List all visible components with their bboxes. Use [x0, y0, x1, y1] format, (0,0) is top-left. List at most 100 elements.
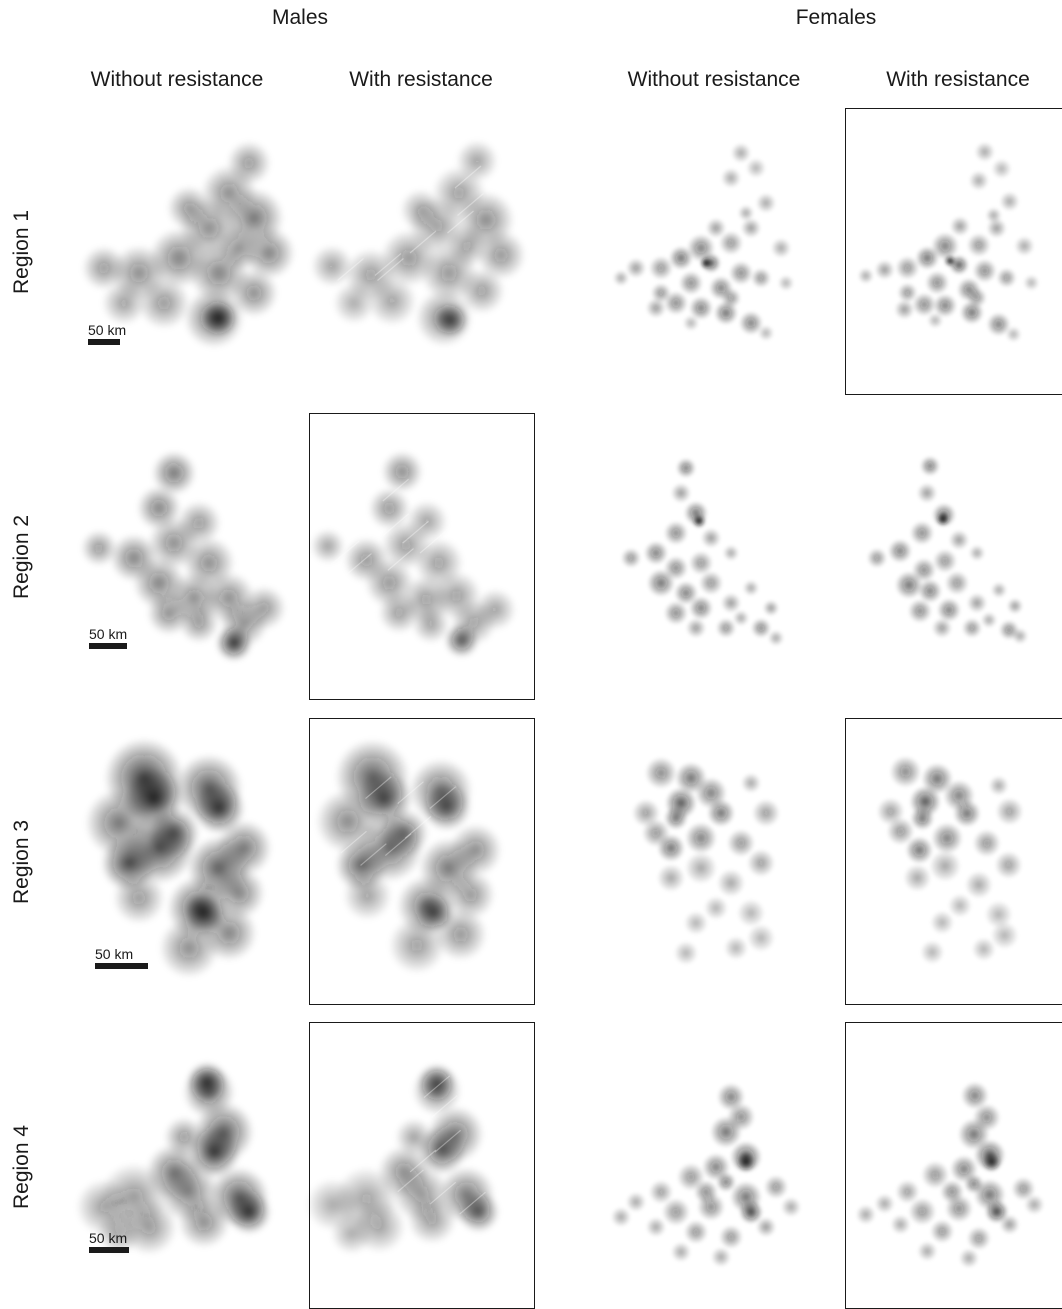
- density-blob: [700, 257, 712, 269]
- density-blob: [908, 599, 932, 623]
- density-blob: [741, 773, 761, 793]
- density-blob: [692, 514, 706, 528]
- density-blob: [996, 267, 1017, 288]
- map-panel-region3-males-with: [309, 718, 535, 1005]
- density-blob: [960, 1081, 989, 1110]
- density-blob: [723, 545, 739, 561]
- density-blob: [379, 808, 429, 858]
- density-blob: [644, 541, 668, 565]
- density-blob: [310, 529, 345, 564]
- map-panel-region2-males-with: [309, 413, 535, 700]
- density-blob: [716, 1172, 736, 1192]
- map-panel-region1-females-with: [845, 108, 1062, 395]
- density-blob: [739, 311, 763, 335]
- resistance-boundary: [345, 553, 372, 576]
- density-blob: [651, 283, 671, 303]
- density-blob: [999, 191, 1020, 212]
- density-blob: [751, 618, 771, 638]
- density-blob: [756, 1217, 776, 1237]
- density-blob: [981, 612, 997, 628]
- resistance-boundary: [454, 165, 482, 189]
- density-map-region3-females-with: [876, 755, 1024, 965]
- density-blob: [915, 246, 940, 270]
- density-blob: [434, 907, 488, 961]
- resistance-boundary: [459, 1191, 486, 1215]
- density-blob: [721, 288, 741, 308]
- resistance-boundary: [374, 253, 402, 276]
- resistance-boundary: [429, 1181, 457, 1205]
- density-blob: [719, 231, 743, 255]
- density-blob: [367, 276, 417, 326]
- density-blob: [315, 789, 380, 854]
- resistance-boundary: [434, 1129, 462, 1153]
- group-title-males: Males: [271, 6, 329, 29]
- density-blob: [731, 143, 751, 163]
- density-blob: [645, 757, 677, 789]
- density-blob: [966, 233, 991, 257]
- density-blob: [857, 267, 874, 284]
- resistance-boundary: [384, 833, 412, 857]
- density-blob: [747, 849, 775, 877]
- density-blob: [676, 458, 696, 478]
- density-map-region3-males-without: [85, 738, 272, 978]
- density-blob: [662, 1198, 690, 1226]
- density-blob: [474, 588, 517, 631]
- map-panel-region1-females-without: [601, 108, 827, 395]
- density-blob: [613, 270, 629, 286]
- density-blob: [778, 275, 794, 291]
- density-blob: [771, 238, 791, 258]
- resistance-boundary: [397, 1169, 424, 1193]
- density-blob: [751, 268, 771, 288]
- density-blob: [689, 296, 713, 320]
- density-blob: [874, 1193, 895, 1214]
- density-blob: [717, 869, 745, 897]
- map-panel-region1-males-with: [309, 108, 535, 395]
- density-blob: [895, 571, 923, 599]
- density-blob: [931, 822, 963, 855]
- density-blob: [964, 870, 993, 899]
- density-blob: [910, 521, 934, 545]
- density-blob: [476, 230, 526, 280]
- density-blob: [736, 1152, 756, 1172]
- map-panel-region4-females-with: [845, 1022, 1062, 1309]
- density-blob: [994, 851, 1023, 879]
- density-blob: [685, 852, 717, 884]
- density-blob: [925, 270, 950, 295]
- density-blob: [368, 487, 411, 530]
- density-blob: [972, 258, 997, 283]
- density-blob: [743, 580, 759, 596]
- density-blob: [733, 610, 749, 626]
- density-blob: [929, 850, 961, 882]
- density-blob: [217, 226, 261, 270]
- density-map-region4-males-with: [306, 1063, 500, 1255]
- resistance-boundary: [409, 1149, 437, 1173]
- density-map-region2-females-without: [621, 458, 784, 646]
- density-blob: [944, 254, 957, 267]
- density-map-region1-males-without: [82, 141, 295, 348]
- density-blob: [333, 282, 375, 324]
- density-blob: [381, 451, 423, 493]
- resistance-boundary: [404, 815, 432, 839]
- density-blob: [213, 867, 265, 919]
- map-panel-region3-females-with: [845, 718, 1062, 1005]
- density-blob: [311, 245, 353, 287]
- density-blob: [406, 500, 448, 543]
- density-blob: [903, 863, 932, 892]
- density-blob: [721, 593, 741, 613]
- density-blob: [988, 775, 1009, 796]
- density-blob: [679, 271, 703, 295]
- density-blob: [905, 836, 934, 864]
- density-blob: [995, 797, 1024, 826]
- density-blob: [971, 937, 996, 962]
- map-panel-region2-females-without: [601, 413, 827, 700]
- resistance-boundary: [382, 513, 410, 537]
- density-blob: [949, 530, 969, 550]
- resistance-boundary: [457, 193, 484, 216]
- scale-label-region-3: 50 km: [95, 946, 134, 962]
- density-blob: [874, 259, 895, 280]
- density-blob: [990, 921, 1019, 950]
- density-blob: [388, 917, 446, 974]
- density-map-region3-females-without: [632, 757, 780, 965]
- density-blob: [647, 569, 675, 597]
- resistance-boundary: [332, 540, 360, 564]
